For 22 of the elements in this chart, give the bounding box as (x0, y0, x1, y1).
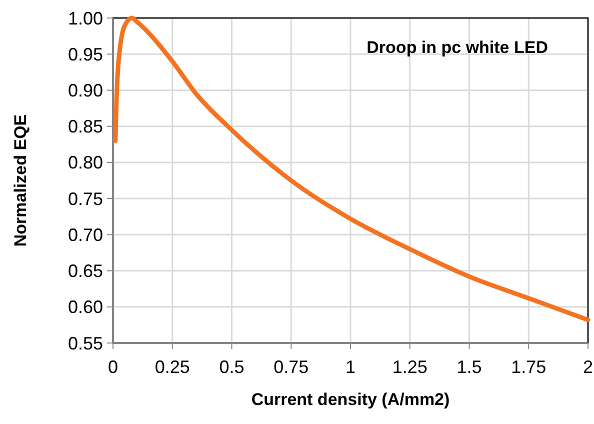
x-tick-label: 1.5 (456, 357, 482, 377)
y-tick-label: 0.85 (68, 116, 103, 137)
x-tick-label: 1.75 (511, 357, 546, 377)
y-tick-label: 0.80 (68, 152, 103, 173)
annotation: Droop in pc white LED (366, 38, 548, 57)
x-tick-label: 0 (108, 357, 118, 377)
x-tick-label: 1 (345, 357, 356, 377)
y-tick-label: 0.70 (68, 224, 103, 245)
y-tick-label: 0.55 (68, 333, 103, 354)
x-tick-label: 1.25 (392, 357, 428, 377)
y-axis-title: Normalized EQE (11, 114, 30, 247)
x-tick-label: 0.5 (219, 357, 244, 377)
y-tick-label: 0.95 (68, 44, 103, 64)
x-tick-label: 2 (582, 357, 594, 377)
x-tick-label: 0.75 (274, 357, 309, 377)
y-tick-label: 0.60 (68, 297, 103, 318)
y-tick-label: 1.00 (68, 8, 103, 28)
x-axis-title: Current density (A/mm2) (251, 390, 450, 409)
y-tick-label: 0.90 (68, 80, 103, 101)
x-tick-label: 0.25 (154, 357, 190, 377)
y-tick-label: 0.75 (68, 188, 103, 209)
y-tick-label: 0.65 (68, 261, 103, 282)
